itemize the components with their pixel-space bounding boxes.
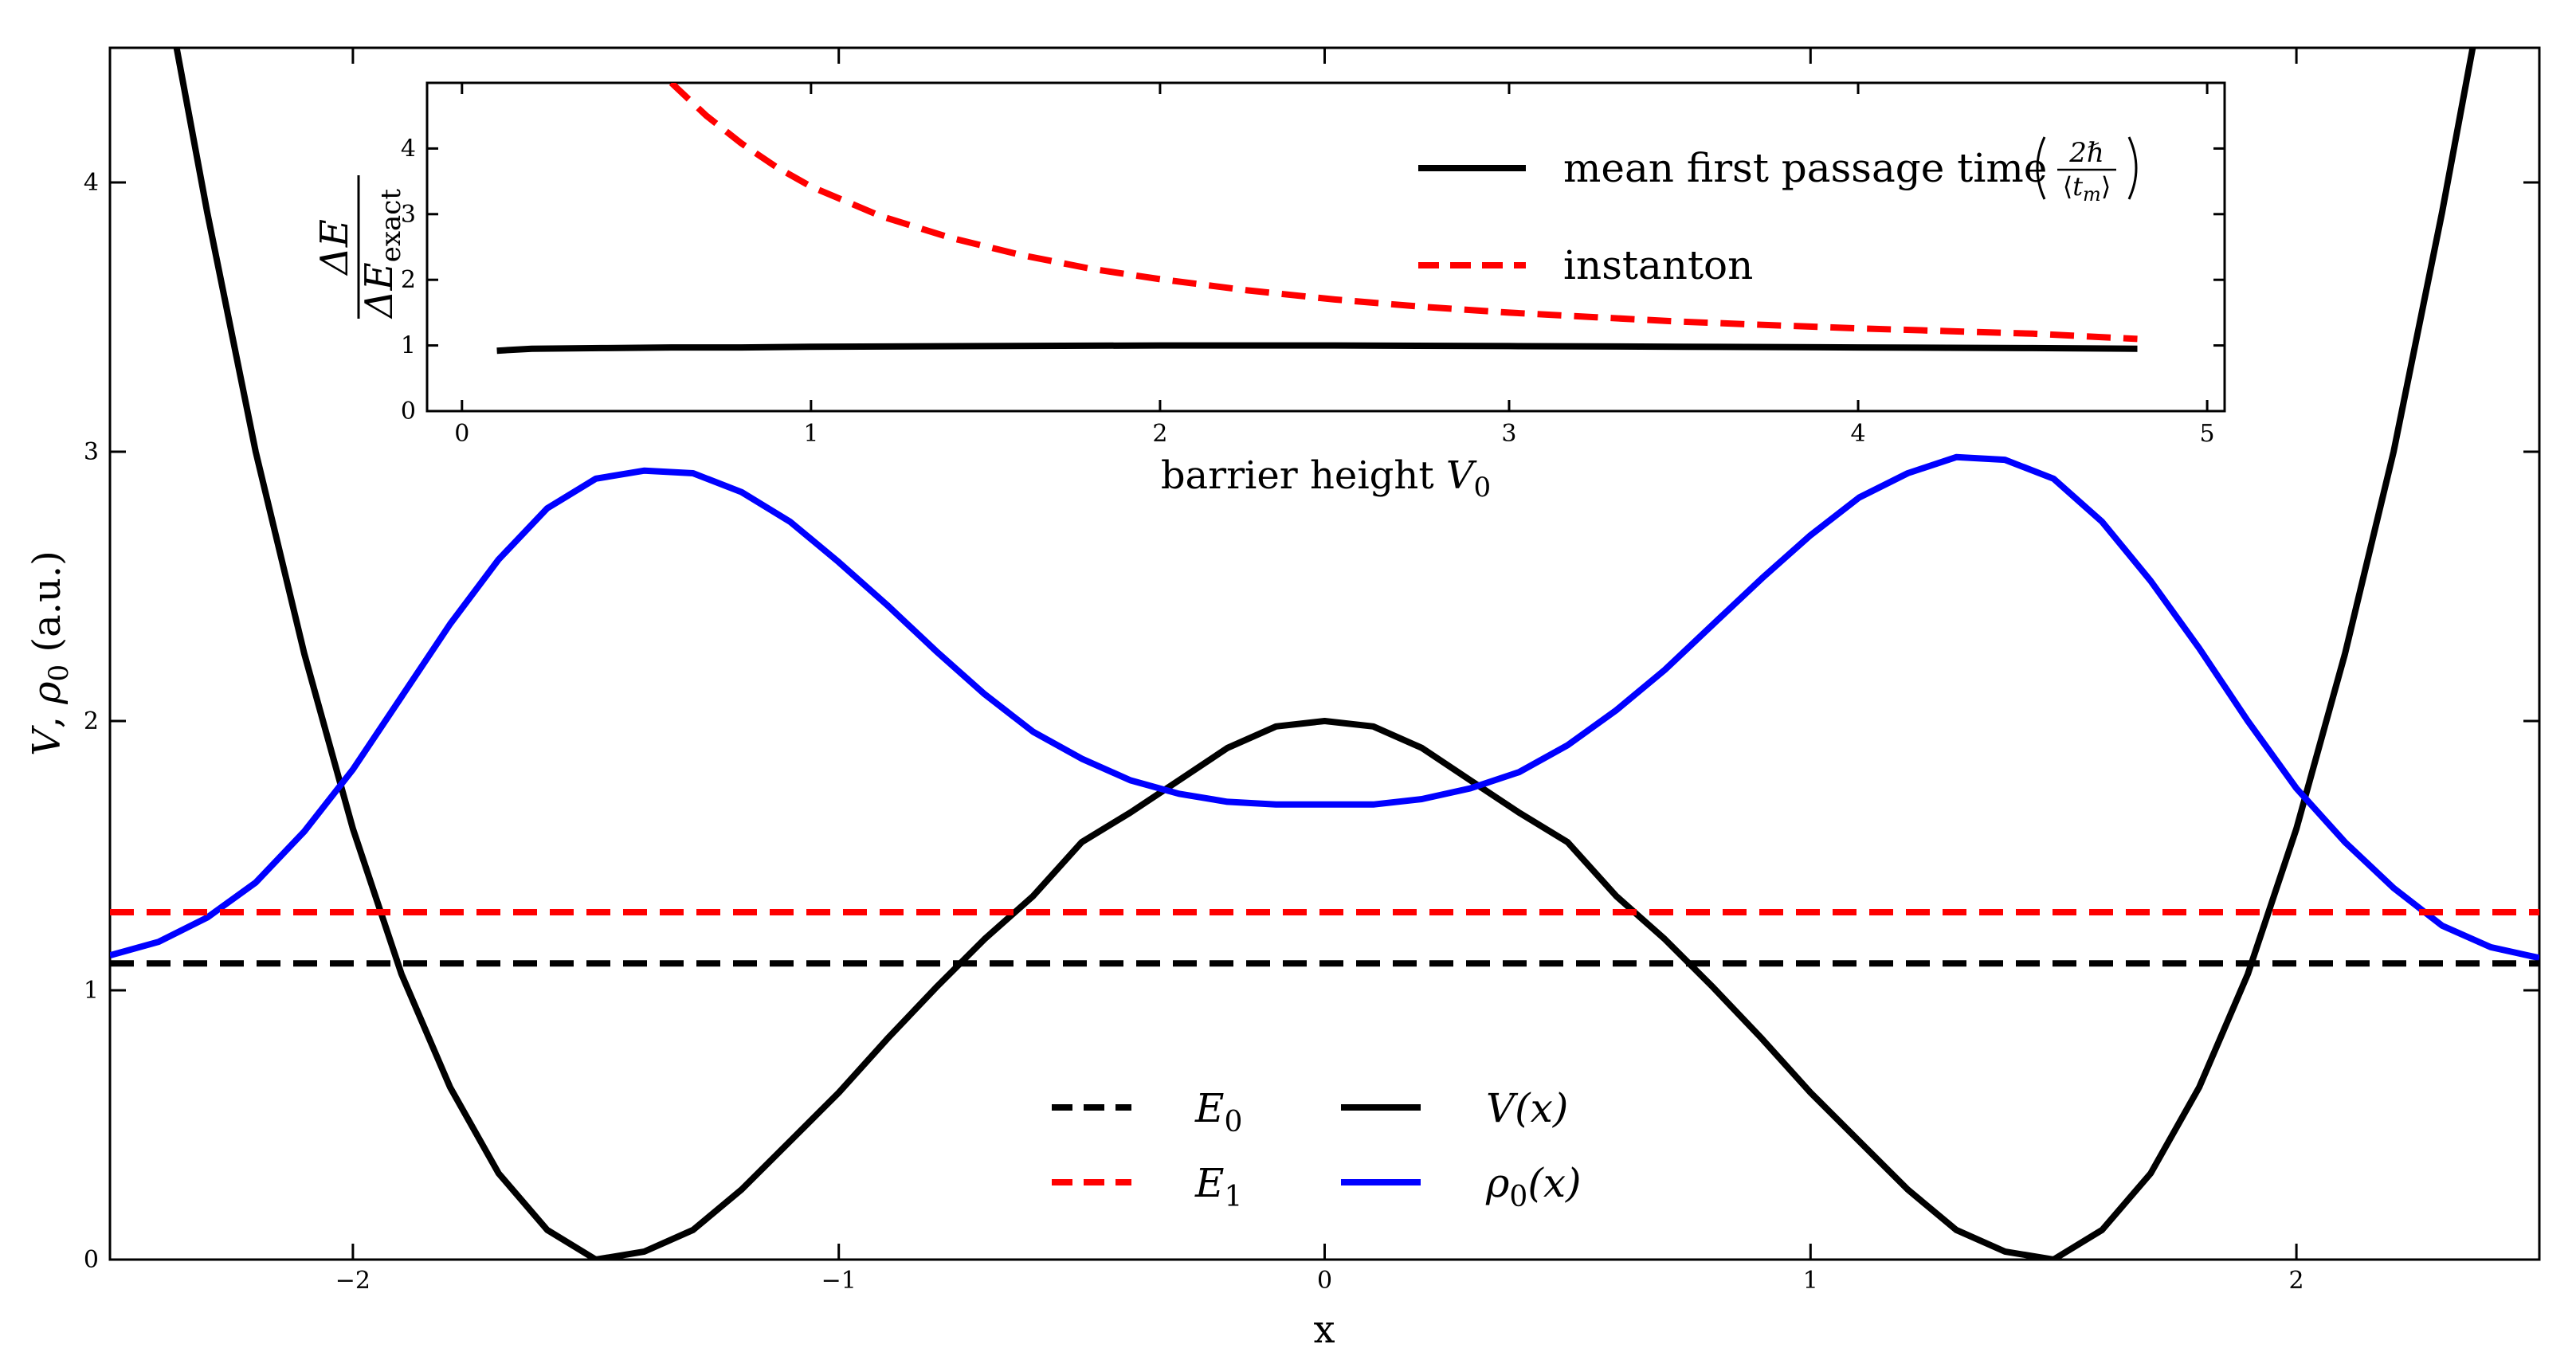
main-y-label-unit: (a.u.): [25, 551, 69, 664]
main-series-v-x: [173, 48, 2476, 1260]
inset-y-tick-label: 3: [401, 201, 416, 229]
inset-legend-mfpt-label: mean first passage time: [1563, 145, 2047, 191]
inset-legend-formula-denominator: ⟨tm⟩: [2063, 171, 2111, 206]
inset-y-tick-label: 4: [401, 135, 416, 163]
inset-x-tick-label: 4: [1850, 420, 1865, 448]
legend-e0-label: E0: [1194, 1085, 1242, 1138]
main-legend: E0 E1 V(x) ρ0(x): [1052, 1085, 1582, 1213]
inset-x-axis-label: barrier height V0: [1161, 453, 1491, 504]
inset-legend-mfpt-formula: 2ℏ ⟨tm⟩: [2036, 136, 2138, 206]
main-y-tick-label: 2: [84, 707, 99, 735]
inset-y-axis-label: ΔE ΔEexact: [312, 175, 407, 319]
main-y-tick-label: 1: [84, 977, 99, 1005]
main-y-tick-label: 3: [84, 438, 99, 466]
main-x-tick-label: −1: [821, 1267, 857, 1295]
inset-legend: mean first passage time 2ℏ ⟨tm⟩ instanto…: [1418, 136, 2138, 288]
main-y-axis-label: V, ρ0 (a.u.): [25, 551, 75, 756]
main-y-label-sub: 0: [43, 664, 75, 682]
inset-x-tick-label: 5: [2200, 420, 2215, 448]
inset-x-tick-label: 3: [1501, 420, 1516, 448]
legend-v-label: V(x): [1486, 1085, 1568, 1131]
inset-x-tick-label: 1: [803, 420, 818, 448]
main-y-label-rho: ρ: [25, 682, 69, 705]
inset-y-tick-label: 2: [401, 266, 416, 294]
inset-y-label-denominator: ΔEexact: [357, 189, 407, 319]
inset-legend-formula-numerator: 2ℏ: [2068, 137, 2104, 169]
legend-rho-label: ρ0(x): [1485, 1160, 1582, 1213]
main-x-tick-label: −2: [335, 1267, 371, 1295]
main-ticks: −2 −1 0 1 2 0 1 2 3 4: [84, 48, 2539, 1295]
inset-legend-instanton-label: instanton: [1563, 242, 1753, 288]
main-x-tick-label: 1: [1803, 1267, 1818, 1295]
main-y-tick-label: 4: [84, 169, 99, 197]
inset-y-tick-label: 1: [401, 332, 416, 360]
main-y-tick-label: 0: [84, 1246, 99, 1274]
inset-y-label-numerator: ΔE: [312, 219, 357, 276]
main-series-0-x: [110, 453, 2539, 962]
inset-ticks: 0 1 2 3 4 5 0 1 2 3 4: [401, 83, 2225, 448]
main-series: [110, 48, 2539, 1260]
inset-y-tick-label: 0: [401, 398, 416, 425]
inset-series: [496, 83, 2138, 355]
inset-series-instanton: [669, 83, 2138, 343]
main-x-axis-label: x: [1313, 1307, 1335, 1352]
inset-plot: 0 1 2 3 4 5 0 1 2 3 4 barrier height V0 ΔE ΔEexact…: [312, 81, 2226, 504]
main-y-label-v: V: [25, 725, 69, 756]
legend-e1-label: E1: [1194, 1160, 1242, 1213]
inset-background: [427, 83, 2225, 411]
main-x-tick-label: 2: [2289, 1267, 2304, 1295]
inset-plot-frame: [425, 81, 2226, 413]
inset-series-mean-first-passage-time: [496, 342, 2138, 355]
main-y-label-sep: ,: [25, 704, 69, 729]
inset-x-tick-label: 0: [454, 420, 469, 448]
main-x-tick-label: 0: [1317, 1267, 1332, 1295]
inset-x-tick-label: 2: [1152, 420, 1167, 448]
